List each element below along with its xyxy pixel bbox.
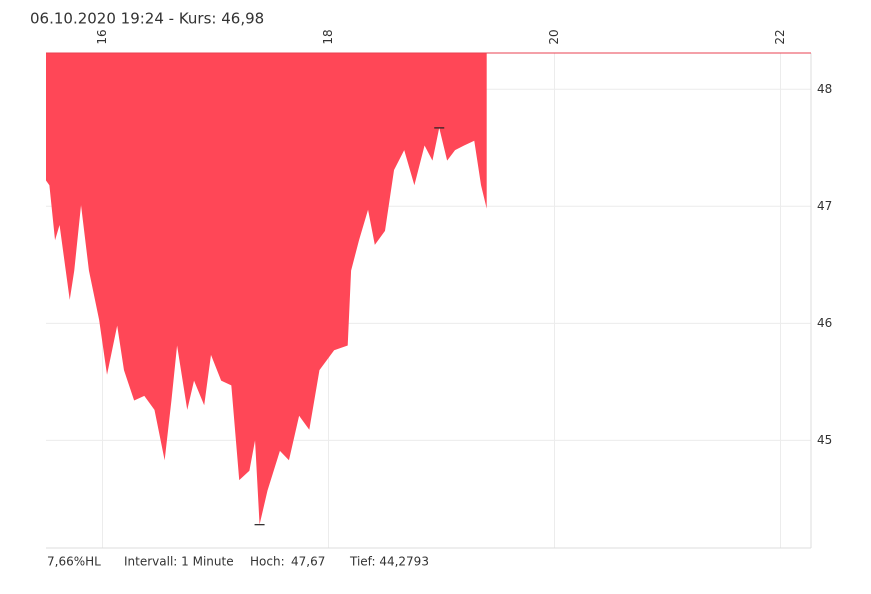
y-tick-label: 46 [817, 316, 832, 330]
footer-high-label: Hoch: [250, 555, 285, 569]
price-area [46, 53, 487, 525]
footer-low: Tief: 44,2793 [349, 555, 429, 569]
y-tick-label: 47 [817, 199, 832, 213]
y-tick-label: 45 [817, 433, 832, 447]
footer-range: 7,66%HL [47, 555, 101, 569]
x-tick-label: 22 [773, 29, 787, 44]
x-tick-label: 18 [321, 29, 335, 44]
footer-high: 47,67 [291, 555, 325, 569]
x-tick-label: 20 [547, 29, 561, 44]
chart-title: 06.10.2020 19:24 - Kurs: 46,98 [30, 10, 264, 28]
footer-interval: Intervall: 1 Minute [124, 555, 234, 569]
x-tick-label: 16 [95, 29, 109, 44]
y-tick-label: 48 [817, 82, 832, 96]
